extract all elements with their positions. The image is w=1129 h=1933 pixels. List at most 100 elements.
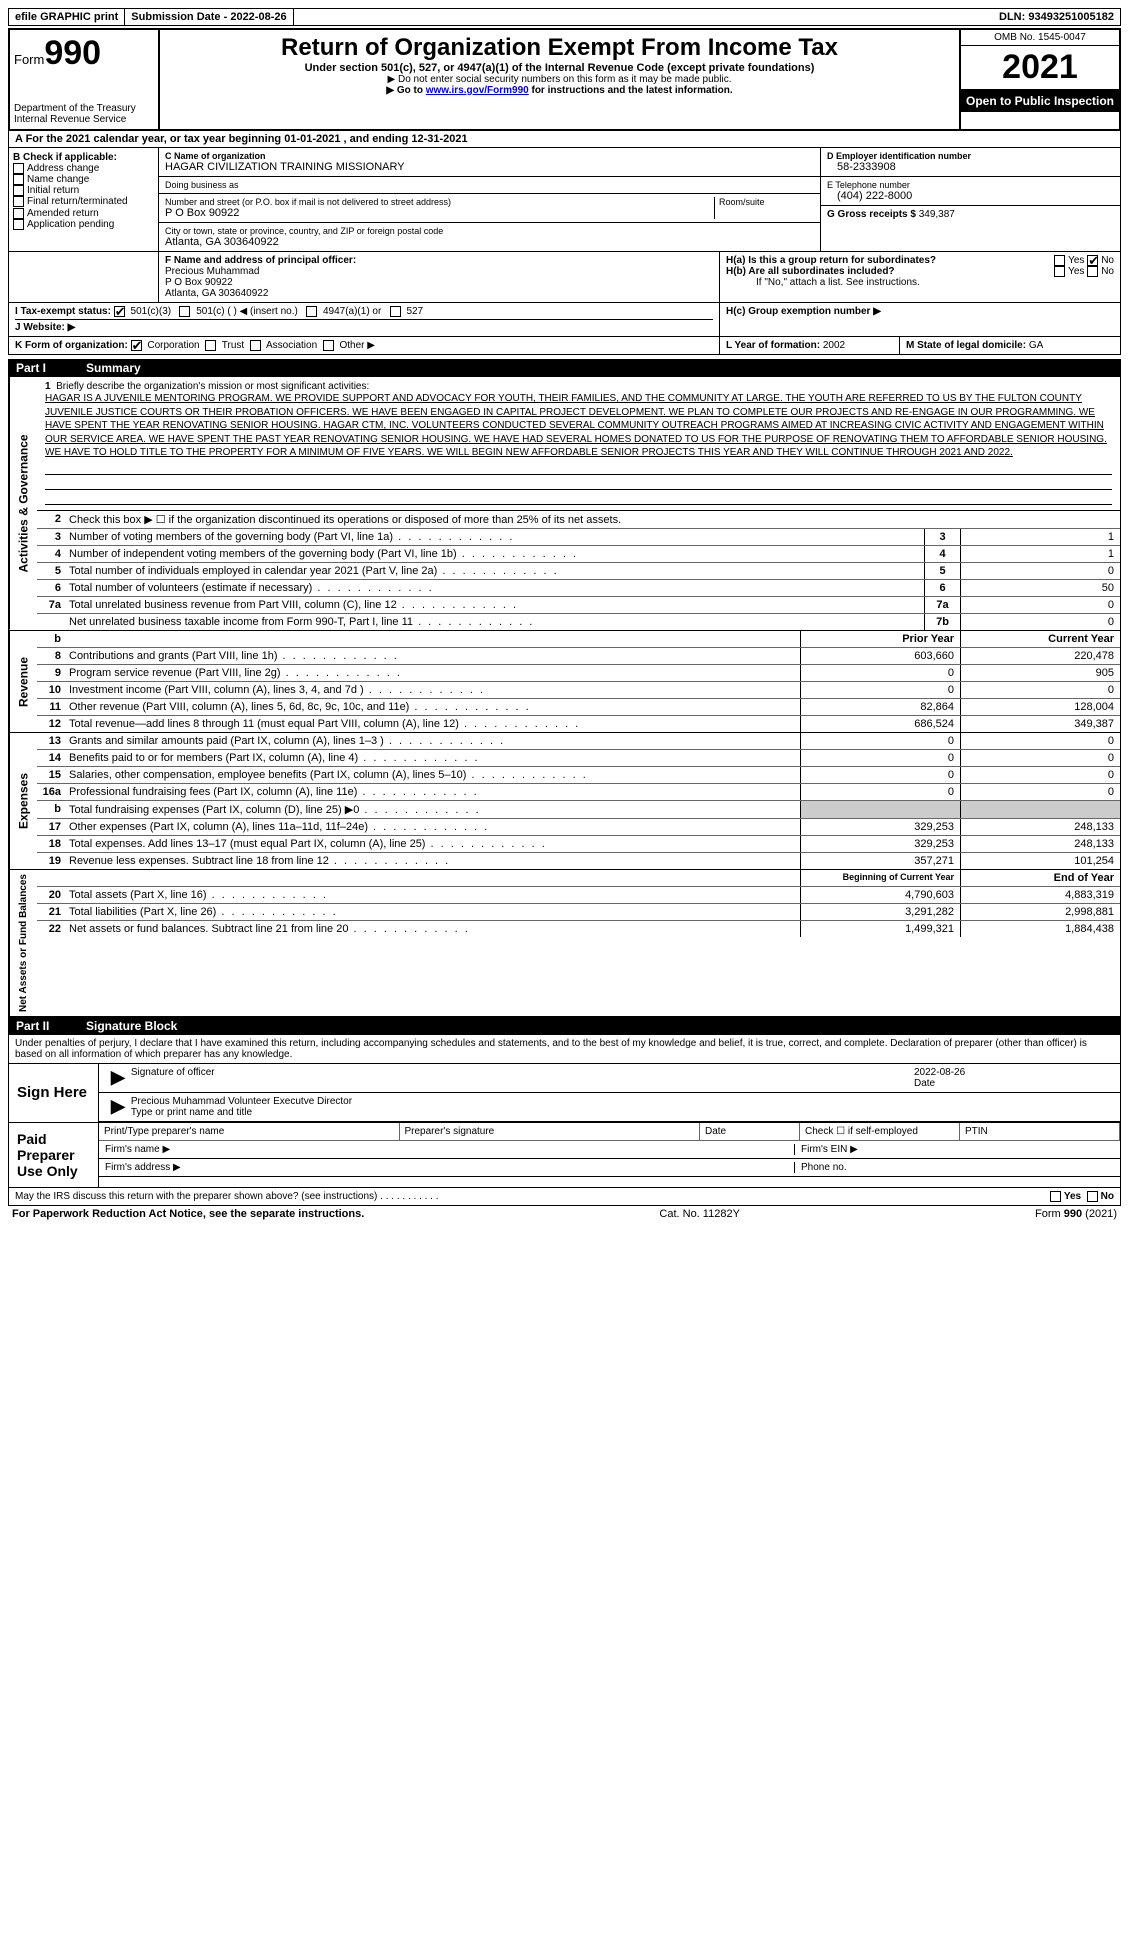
part2-header: Part II Signature Block [8,1017,1121,1035]
chk-ha-no[interactable] [1087,255,1098,266]
domicile-state: GA [1029,340,1043,351]
chk-discuss-yes[interactable] [1050,1191,1061,1202]
form-title: Return of Organization Exempt From Incom… [168,34,951,62]
table-row: 6Total number of volunteers (estimate if… [37,580,1120,597]
chk-527[interactable] [390,306,401,317]
gross-receipts: 349,387 [919,209,955,220]
submission-cell: Submission Date - 2022-08-26 [125,9,293,25]
phone: (404) 222-8000 [827,190,1114,202]
net-section: Net Assets or Fund Balances Beginning of… [8,870,1121,1017]
table-row: 11Other revenue (Part VIII, column (A), … [37,699,1120,716]
chk-pending[interactable] [13,219,24,230]
paid-preparer-label: Paid Preparer Use Only [9,1123,99,1187]
table-row: 10Investment income (Part VIII, column (… [37,682,1120,699]
part1-header: Part I Summary [8,359,1121,377]
vlabel-rev: Revenue [9,631,37,732]
form-header: Form990 Department of the Treasury Inter… [8,28,1121,131]
ein: 58-2333908 [827,161,1114,173]
table-row: 12Total revenue—add lines 8 through 11 (… [37,716,1120,732]
preparer-grid: Print/Type preparer's name Preparer's si… [99,1123,1120,1141]
efile-label: efile GRAPHIC print [15,11,118,23]
instr-ssn: ▶ Do not enter social security numbers o… [168,74,951,85]
table-row: 19Revenue less expenses. Subtract line 1… [37,853,1120,869]
dept-label: Department of the Treasury [14,103,154,114]
perjury-text: Under penalties of perjury, I declare th… [8,1035,1121,1064]
mission-block: 1 Briefly describe the organization's mi… [37,377,1120,511]
box-b: B Check if applicable: Address change Na… [9,148,159,251]
chk-other[interactable] [323,340,334,351]
table-row: 20Total assets (Part X, line 16)4,790,60… [37,887,1120,904]
table-row: 7aTotal unrelated business revenue from … [37,597,1120,614]
entity-block: B Check if applicable: Address change Na… [8,148,1121,252]
officer-sig-name: Precious Muhammad Volunteer Executve Dir… [131,1096,352,1107]
table-row: 18Total expenses. Add lines 13–17 (must … [37,836,1120,853]
table-row: 2Check this box ▶ ☐ if the organization … [37,511,1120,529]
table-row: 13Grants and similar amounts paid (Part … [37,733,1120,750]
mission-text: HAGAR IS A JUVENILE MENTORING PROGRAM. W… [45,393,1107,458]
sign-here-block: Sign Here ▶ Signature of officer 2022-08… [8,1064,1121,1123]
rev-section: Revenue b Prior Year Current Year 8Contr… [8,631,1121,733]
street-address: P O Box 90922 [165,207,714,219]
two-col-header: b Prior Year Current Year [37,631,1120,648]
chk-assoc[interactable] [250,340,261,351]
city-state-zip: Atlanta, GA 303640922 [165,236,814,248]
chk-trust[interactable] [205,340,216,351]
table-row: 9Program service revenue (Part VIII, lin… [37,665,1120,682]
chk-initial[interactable] [13,185,24,196]
tax-year: 2021 [961,46,1119,90]
chk-corp[interactable] [131,340,142,351]
discuss-row: May the IRS discuss this return with the… [8,1188,1121,1206]
irs-link[interactable]: www.irs.gov/Form990 [426,85,529,96]
year-formation: 2002 [823,340,845,351]
form-number: Form990 [14,34,154,73]
table-row: 16aProfessional fundraising fees (Part I… [37,784,1120,801]
row-k-l-m: K Form of organization: Corporation Trus… [8,337,1121,355]
table-row: 14Benefits paid to or for members (Part … [37,750,1120,767]
form-subtitle: Under section 501(c), 527, or 4947(a)(1)… [168,62,951,74]
chk-ha-yes[interactable] [1054,255,1065,266]
net-col-header: Beginning of Current Year End of Year [37,870,1120,887]
row-i-j: I Tax-exempt status: 501(c)(3) 501(c) ( … [8,303,1121,337]
table-row: 8Contributions and grants (Part VIII, li… [37,648,1120,665]
dln-cell: DLN: 93493251005182 [993,9,1120,25]
chk-501c3[interactable] [114,306,125,317]
arrow-icon: ▶ [105,1067,131,1089]
exp-section: Expenses 13Grants and similar amounts pa… [8,733,1121,870]
table-row: bTotal fundraising expenses (Part IX, co… [37,801,1120,819]
table-row: 5Total number of individuals employed in… [37,563,1120,580]
vlabel-net: Net Assets or Fund Balances [9,870,37,1016]
gov-section: Activities & Governance 1 Briefly descri… [8,377,1121,631]
chk-4947[interactable] [306,306,317,317]
table-row: Net unrelated business taxable income fr… [37,614,1120,630]
chk-hb-no[interactable] [1087,266,1098,277]
inspection-label: Open to Public Inspection [961,90,1119,112]
chk-address[interactable] [13,163,24,174]
sign-here-label: Sign Here [9,1064,99,1122]
chk-final[interactable] [13,196,24,207]
line-a: A For the 2021 calendar year, or tax yea… [8,131,1121,148]
instr-link: ▶ Go to www.irs.gov/Form990 for instruct… [168,85,951,96]
table-row: 3Number of voting members of the governi… [37,529,1120,546]
website-label: J Website: ▶ [15,322,75,333]
officer-name: Precious Muhammad [165,266,259,277]
efile-header-bar: efile GRAPHIC print Submission Date - 20… [8,8,1121,26]
irs-label: Internal Revenue Service [14,114,154,125]
table-row: 4Number of independent voting members of… [37,546,1120,563]
chk-501c[interactable] [179,306,190,317]
vlabel-gov: Activities & Governance [9,377,37,630]
chk-hb-yes[interactable] [1054,266,1065,277]
org-name: HAGAR CIVILIZATION TRAINING MISSIONARY [165,161,814,173]
chk-amended[interactable] [13,208,24,219]
vlabel-exp: Expenses [9,733,37,869]
arrow-icon: ▶ [105,1096,131,1118]
table-row: 17Other expenses (Part IX, column (A), l… [37,819,1120,836]
table-row: 22Net assets or fund balances. Subtract … [37,921,1120,937]
chk-name[interactable] [13,174,24,185]
table-row: 15Salaries, other compensation, employee… [37,767,1120,784]
paid-preparer-block: Paid Preparer Use Only Print/Type prepar… [8,1123,1121,1188]
table-row: 21Total liabilities (Part X, line 26)3,2… [37,904,1120,921]
chk-discuss-no[interactable] [1087,1191,1098,1202]
row-f-h: F Name and address of principal officer:… [8,252,1121,303]
page-footer: For Paperwork Reduction Act Notice, see … [8,1206,1121,1222]
omb-number: OMB No. 1545-0047 [961,30,1119,46]
